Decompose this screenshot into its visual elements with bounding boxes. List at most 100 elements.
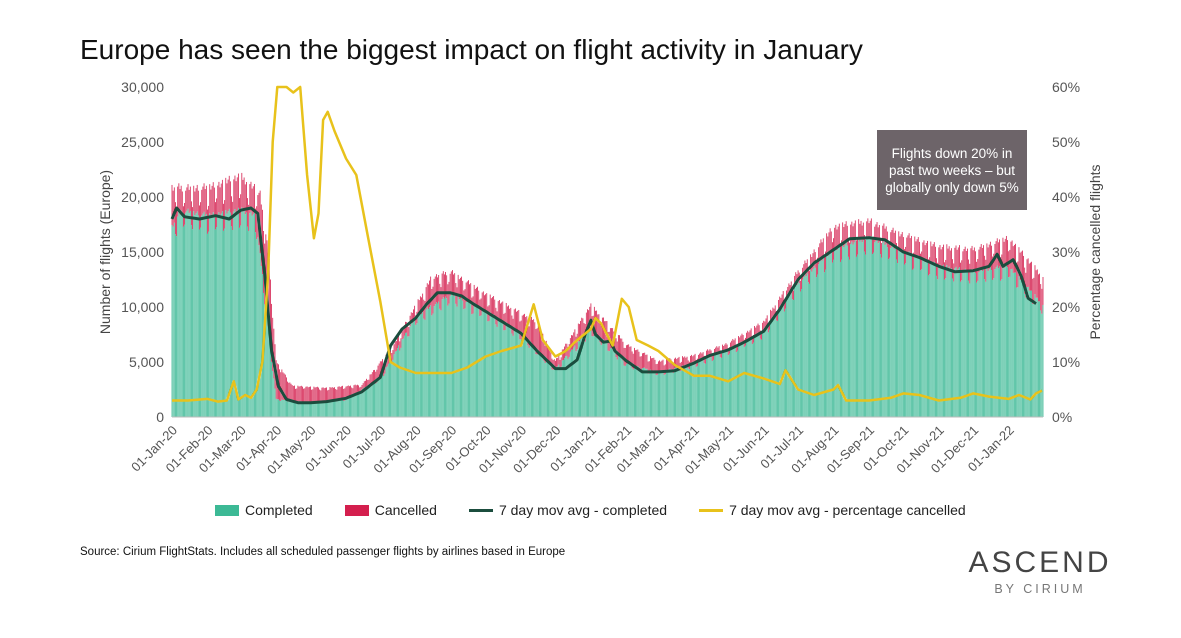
bar-cancelled xyxy=(1032,278,1034,304)
bar-completed xyxy=(225,210,227,417)
bar-cancelled xyxy=(196,184,198,212)
bar-completed xyxy=(267,325,269,417)
bar-completed xyxy=(512,335,514,417)
bar-cancelled xyxy=(304,388,306,403)
bar-cancelled xyxy=(485,294,487,311)
bar-completed xyxy=(331,400,333,417)
bar-cancelled xyxy=(211,185,213,215)
bar-cancelled xyxy=(195,188,197,214)
bar-cancelled xyxy=(636,349,638,367)
bar-cancelled xyxy=(1010,241,1012,270)
bar-completed xyxy=(661,371,663,417)
bar-completed xyxy=(677,367,679,417)
legend-item-avg-pct: 7 day mov avg - percentage cancelled xyxy=(699,502,966,518)
bar-cancelled xyxy=(715,347,717,355)
bar-completed xyxy=(393,354,395,417)
bar-completed xyxy=(838,245,840,417)
bar-cancelled xyxy=(617,335,619,355)
bar-completed xyxy=(712,359,714,417)
bar-completed xyxy=(484,311,485,417)
bar-cancelled xyxy=(322,387,324,402)
bar-cancelled xyxy=(484,295,485,312)
bar-completed xyxy=(231,226,232,417)
bar-completed xyxy=(963,270,965,417)
bar-cancelled xyxy=(280,372,282,401)
bar-cancelled xyxy=(782,291,784,302)
bar-cancelled xyxy=(1016,262,1018,288)
bar-completed xyxy=(993,278,995,417)
bar-completed xyxy=(952,278,953,417)
bar-completed xyxy=(504,329,506,417)
bar-completed xyxy=(1023,283,1024,417)
bar-completed xyxy=(914,254,916,417)
bar-completed xyxy=(856,256,857,417)
bar-cancelled xyxy=(975,251,976,273)
bar-completed xyxy=(510,326,512,417)
bar-completed xyxy=(427,309,429,417)
bar-cancelled xyxy=(510,307,512,327)
bar-cancelled xyxy=(265,234,267,304)
bar-completed xyxy=(815,277,817,417)
bar-completed xyxy=(739,344,741,417)
bar-completed xyxy=(772,317,774,417)
bar-completed xyxy=(807,282,809,417)
bar-completed xyxy=(1024,293,1026,417)
bar-completed xyxy=(873,252,875,417)
bar-completed xyxy=(419,312,421,417)
bar-cancelled xyxy=(653,357,655,371)
bar-completed xyxy=(709,356,711,417)
bar-cancelled xyxy=(611,328,612,349)
bar-cancelled xyxy=(355,385,357,393)
bar-completed xyxy=(564,358,565,417)
bar-cancelled xyxy=(527,323,529,346)
bar-completed xyxy=(1030,290,1031,417)
bar-completed xyxy=(346,398,348,417)
bar-completed xyxy=(181,212,183,417)
y2-axis-label: Percentage cancelled flights xyxy=(1087,164,1103,339)
bar-cancelled xyxy=(935,246,936,266)
bar-cancelled xyxy=(373,370,374,382)
bar-cancelled xyxy=(854,220,856,241)
bar-completed xyxy=(675,367,676,417)
bar-completed xyxy=(339,399,341,417)
bar-cancelled xyxy=(952,259,953,279)
bar-cancelled xyxy=(959,245,960,268)
bar-cancelled xyxy=(1003,241,1005,269)
bar-cancelled xyxy=(524,313,525,336)
bar-completed xyxy=(297,401,299,417)
bar-cancelled xyxy=(330,387,332,401)
bar-cancelled xyxy=(615,338,617,358)
bar-cancelled xyxy=(425,287,427,310)
bar-completed xyxy=(688,369,690,417)
bar-completed xyxy=(282,399,284,417)
bar-cancelled xyxy=(241,172,243,208)
bar-cancelled xyxy=(672,364,674,373)
bar-completed xyxy=(642,368,643,417)
bar-completed xyxy=(191,225,192,417)
bar-cancelled xyxy=(188,189,190,213)
bar-completed xyxy=(544,363,546,417)
bar-completed xyxy=(408,336,410,417)
bar-cancelled xyxy=(677,357,679,368)
bar-completed xyxy=(516,330,517,417)
bar-completed xyxy=(335,401,337,417)
bar-cancelled xyxy=(339,386,341,400)
bar-completed xyxy=(252,213,254,417)
bar-completed xyxy=(860,239,862,417)
bar-cancelled xyxy=(501,302,503,321)
bar-cancelled xyxy=(832,242,833,263)
bar-cancelled xyxy=(876,222,878,240)
bar-cancelled xyxy=(683,357,685,367)
bar-cancelled xyxy=(1018,247,1020,277)
bar-completed xyxy=(1002,265,1004,417)
bar-completed xyxy=(859,241,861,417)
bar-completed xyxy=(218,212,220,417)
bar-cancelled xyxy=(500,303,501,321)
bar-completed xyxy=(970,270,972,417)
bar-completed xyxy=(438,301,440,417)
bar-cancelled xyxy=(433,278,435,307)
bar-completed xyxy=(886,247,888,417)
bar-cancelled xyxy=(862,222,864,240)
bar-completed xyxy=(977,280,979,417)
bar-completed xyxy=(196,211,198,417)
